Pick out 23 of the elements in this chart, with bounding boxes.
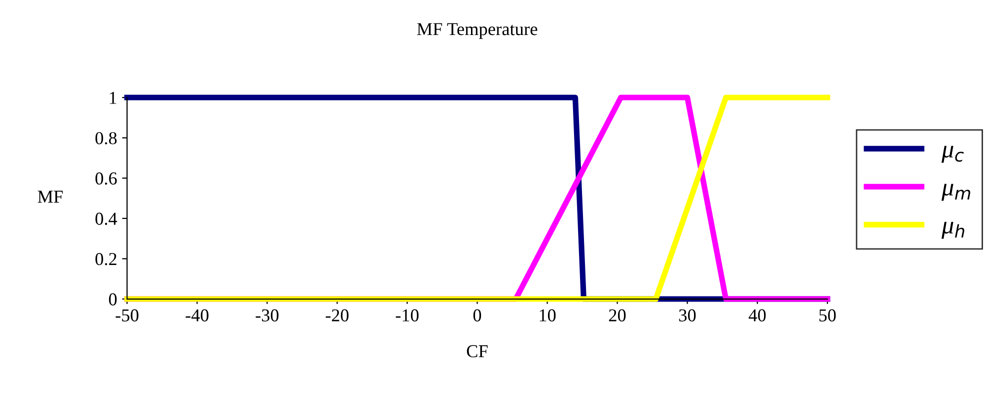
x-tick-label: 30 — [679, 309, 696, 322]
x-tick-label: -10 — [396, 309, 419, 322]
legend-label: μ$_{c}$ — [942, 146, 964, 163]
x-tick-label: 20 — [609, 309, 626, 322]
x-tick-label: -20 — [326, 309, 349, 322]
legend-label: μ$_{m}$ — [942, 184, 970, 201]
x-tick-label: 40 — [748, 309, 766, 322]
x-tick-label: -30 — [256, 309, 278, 322]
y-tick-label: 0.2 — [95, 252, 116, 266]
x-tick-label: -50 — [116, 309, 138, 322]
y-axis-title: MF — [38, 190, 63, 203]
legend-label: μ$_{h}$ — [942, 222, 964, 239]
y-tick-label: 0.4 — [95, 212, 118, 225]
y-tick-label: 0.6 — [95, 172, 117, 185]
x-tick-label: 10 — [540, 309, 556, 322]
chart-title: MF Temperature — [417, 23, 538, 39]
x-tick-label: 0 — [473, 309, 482, 322]
y-tick-label: 0.8 — [95, 132, 117, 144]
y-tick-label: 1 — [110, 92, 116, 104]
x-tick-label: 50 — [819, 309, 836, 322]
y-tick-label: 0 — [109, 293, 117, 306]
x-axis-title: CF — [466, 345, 488, 358]
x-tick-label: -40 — [186, 309, 208, 322]
